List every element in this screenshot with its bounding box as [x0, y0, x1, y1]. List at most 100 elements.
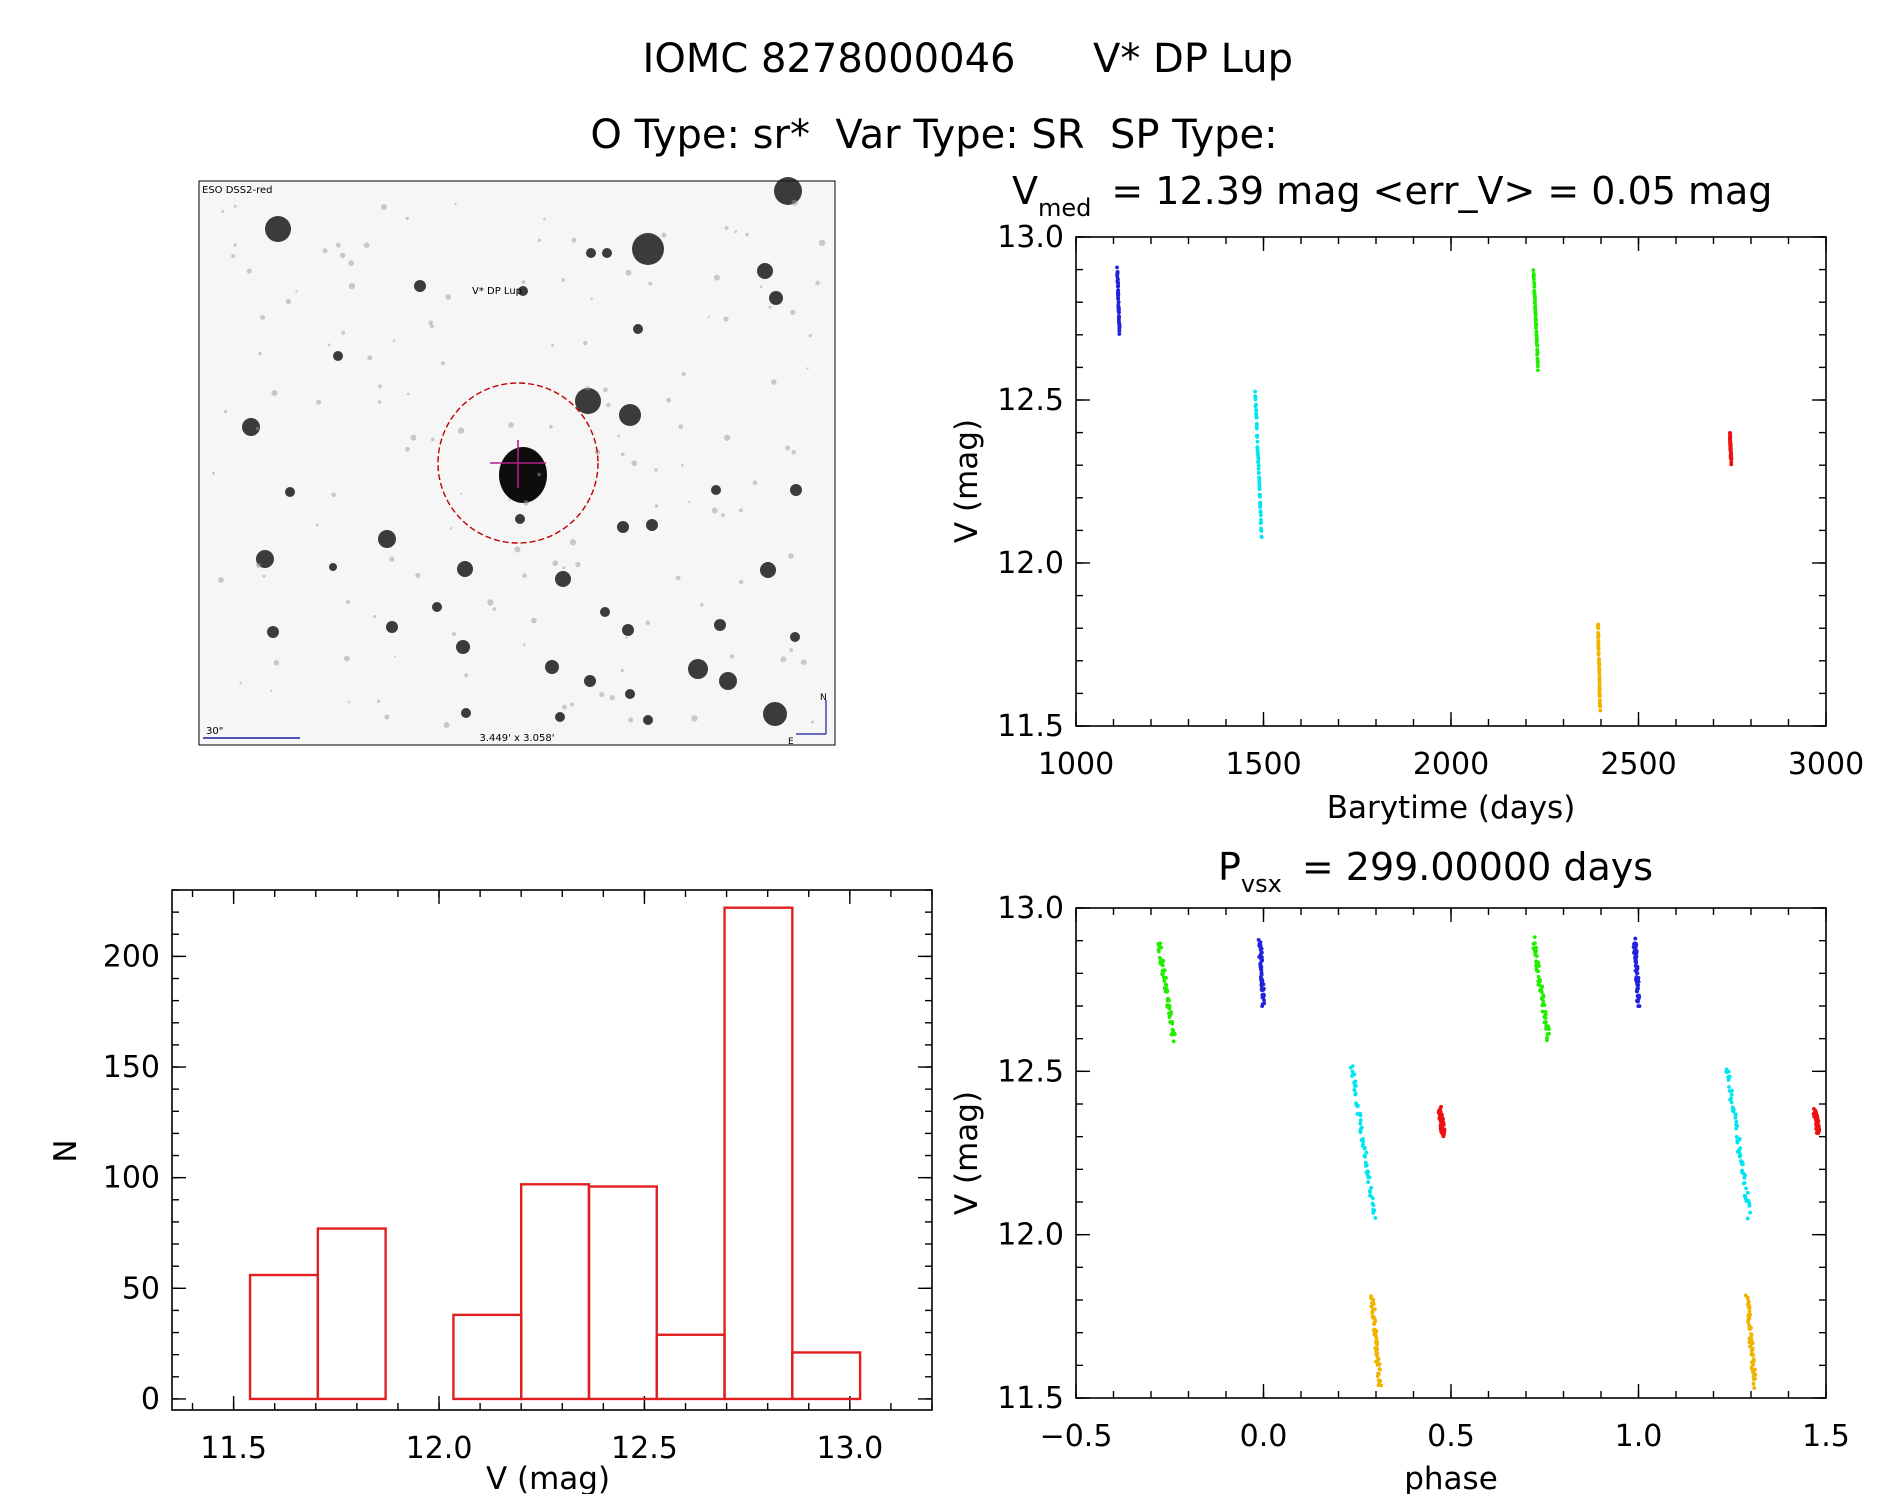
star	[555, 712, 565, 722]
faint-star	[570, 702, 575, 707]
histogram-panel: 11.5 12.0 12.5 13.0 0 50 100 150 200 V (mag) N	[48, 889, 933, 1494]
star	[584, 675, 596, 687]
ph-point-season-4	[1750, 1366, 1754, 1371]
ph-point-season-4	[1750, 1341, 1755, 1346]
faint-star	[808, 334, 812, 338]
ph-point-season-1	[1259, 952, 1263, 956]
ph-point-season-1	[1260, 994, 1265, 999]
hist-bar	[723, 906, 794, 1401]
ph-point-season-2	[1371, 1196, 1375, 1201]
ph-point-season-3	[1171, 1039, 1176, 1044]
lc-point-season-5	[1728, 436, 1732, 440]
ph-point-season-4	[1748, 1325, 1753, 1330]
faint-star	[631, 460, 638, 467]
faint-star	[428, 320, 433, 325]
hist-xtick-label: 12.5	[611, 1431, 678, 1466]
faint-star	[562, 566, 566, 570]
lc-xlabel: Barytime (days)	[1327, 790, 1576, 826]
ph-point-season-2	[1352, 1088, 1357, 1092]
header-name: V* DP Lup	[1093, 36, 1293, 82]
ph-point-season-1	[1258, 955, 1263, 960]
faint-star	[405, 446, 410, 452]
lc-xtick-label: 1500	[1225, 747, 1301, 782]
faint-star	[654, 504, 659, 508]
lc-point-season-1	[1116, 277, 1120, 282]
star	[414, 280, 426, 292]
star	[632, 233, 664, 265]
ph-point-season-3	[1545, 1038, 1549, 1043]
lc-point-season-3	[1534, 329, 1539, 334]
finder-survey-label: ESO DSS2-red	[202, 185, 272, 196]
target-star	[499, 447, 547, 503]
ph-xlabel: phase	[1404, 1461, 1498, 1494]
lc-point-season-4	[1596, 642, 1601, 647]
faint-star	[335, 242, 341, 248]
ph-point-season-4	[1372, 1307, 1377, 1312]
faint-star	[791, 199, 798, 206]
lc-point-season-2	[1258, 501, 1262, 506]
lc-point-season-4	[1597, 680, 1602, 685]
faint-star	[380, 203, 387, 211]
ph-point-season-4	[1752, 1386, 1757, 1390]
star	[386, 621, 398, 633]
faint-star	[537, 238, 542, 242]
ph-point-season-3	[1164, 975, 1168, 980]
faint-star	[711, 507, 718, 514]
star	[760, 562, 776, 578]
ph-point-season-4	[1372, 1327, 1377, 1332]
faint-star	[729, 654, 735, 659]
ph-point-season-3	[1167, 1006, 1172, 1011]
lc-point-season-4	[1598, 698, 1602, 703]
lc-point-season-4	[1596, 652, 1601, 657]
ph-point-season-2	[1742, 1175, 1747, 1180]
lc-point-season-3	[1531, 268, 1536, 273]
ph-point-season-4	[1751, 1381, 1756, 1386]
faint-star	[443, 722, 450, 728]
ph-point-season-2	[1741, 1181, 1746, 1186]
faint-star	[780, 656, 787, 663]
faint-star	[384, 714, 390, 720]
ph-xtick-label: −0.5	[1040, 1419, 1113, 1454]
ph-point-season-2	[1747, 1203, 1752, 1208]
faint-star	[255, 426, 260, 431]
faint-star	[707, 315, 710, 318]
ph-point-season-4	[1378, 1367, 1383, 1372]
hist-xtick-label: 11.5	[200, 1431, 267, 1466]
ph-point-season-3	[1539, 990, 1544, 994]
lc-xtick-label: 3000	[1788, 747, 1864, 782]
lc-point-season-2	[1253, 397, 1258, 402]
lc-point-season-4	[1598, 708, 1603, 713]
star	[625, 689, 635, 699]
ph-point-season-3	[1156, 949, 1161, 954]
faint-star	[606, 402, 611, 408]
ph-point-season-2	[1727, 1085, 1731, 1089]
faint-star	[348, 282, 356, 290]
lc-frame	[1075, 236, 1827, 727]
ph-point-season-1	[1262, 1001, 1267, 1006]
faint-star	[262, 574, 266, 578]
star	[515, 514, 525, 524]
faint-star	[260, 315, 266, 320]
star	[256, 550, 274, 568]
ph-point-season-2	[1724, 1070, 1729, 1075]
lc-ylabel: V (mag)	[949, 419, 985, 543]
lc-point-season-3	[1533, 304, 1538, 308]
star	[719, 672, 737, 690]
faint-star	[377, 400, 382, 404]
faint-star	[231, 254, 235, 258]
lc-point-season-3	[1534, 317, 1538, 322]
ph-point-season-1	[1634, 969, 1639, 974]
star	[646, 519, 658, 531]
faint-star	[246, 268, 252, 274]
lc-point-season-2	[1259, 535, 1264, 540]
ph-point-season-4	[1752, 1367, 1757, 1372]
ph-point-season-1	[1261, 987, 1266, 991]
faint-star	[585, 386, 590, 391]
faint-star	[681, 372, 686, 377]
ph-point-season-1	[1259, 979, 1264, 984]
faint-star	[373, 614, 377, 619]
ph-point-season-1	[1636, 983, 1641, 988]
ph-point-season-2	[1363, 1164, 1368, 1168]
star	[333, 351, 343, 361]
lc-point-season-2	[1256, 463, 1261, 468]
